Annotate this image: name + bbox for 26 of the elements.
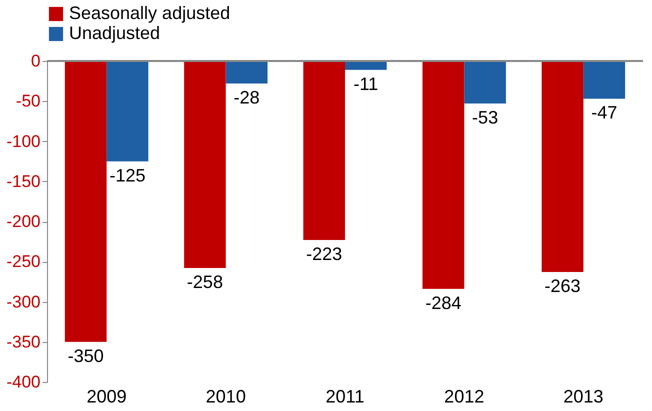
x-tick-label: 2013 xyxy=(563,386,604,406)
data-label: -350 xyxy=(68,346,104,366)
x-tick-label: 2011 xyxy=(326,386,364,406)
x-tick-label: 2010 xyxy=(206,386,246,406)
y-tick-label: 0 xyxy=(31,52,40,70)
legend-label: Seasonally adjusted xyxy=(69,3,230,23)
x-tick-label: 2012 xyxy=(444,386,484,406)
data-label: -11 xyxy=(354,74,378,94)
data-label: -284 xyxy=(425,292,462,313)
data-label: -125 xyxy=(109,165,146,186)
data-label: -263 xyxy=(544,276,581,296)
y-tick-label: -50 xyxy=(16,92,40,111)
y-tick-label: -350 xyxy=(6,332,40,352)
y-tick-label: -300 xyxy=(6,292,40,312)
data-label: -223 xyxy=(306,244,342,264)
data-label: -53 xyxy=(472,108,498,128)
y-tick-label: -200 xyxy=(6,212,40,231)
y-tick-label: -400 xyxy=(6,372,40,392)
legend-label: Unadjusted xyxy=(69,23,160,43)
y-tick-label: -150 xyxy=(6,172,40,191)
x-tick-label: 2009 xyxy=(86,386,127,406)
y-tick-label: -100 xyxy=(6,132,40,151)
data-label: -47 xyxy=(591,102,618,123)
data-label: -258 xyxy=(186,272,223,292)
y-tick-label: -250 xyxy=(6,252,40,272)
data-label: -28 xyxy=(234,87,260,108)
